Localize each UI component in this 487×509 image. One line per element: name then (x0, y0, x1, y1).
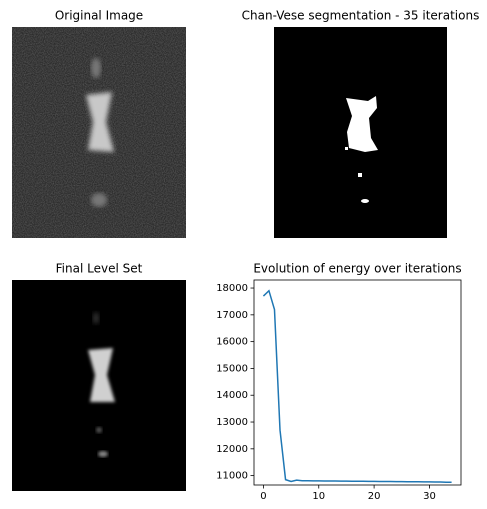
y-tick-label: 15000 (216, 363, 248, 374)
original-image (12, 27, 186, 238)
subplot-title: Evolution of energy over iterations (253, 262, 461, 276)
x-tick-label: 20 (368, 491, 381, 502)
subplot-title: Original Image (55, 9, 143, 23)
y-tick-label: 16000 (216, 337, 248, 348)
energy-line (262, 289, 452, 483)
y-tick-label: 14000 (216, 390, 248, 401)
y-tick-label: 11000 (216, 471, 248, 482)
y-tick-label: 17000 (216, 310, 248, 321)
y-tick-label: 13000 (216, 417, 248, 428)
subplot-title: Chan-Vese segmentation - 35 iterations (242, 9, 480, 23)
x-tick-label: 0 (260, 491, 266, 502)
segmentation-image (274, 27, 447, 238)
subplot-title: Final Level Set (56, 262, 143, 276)
level-set-image (12, 280, 186, 491)
y-tick-label: 18000 (216, 283, 248, 294)
x-tick-label: 30 (423, 491, 436, 502)
axes-frame (253, 279, 462, 486)
y-tick-label: 12000 (216, 444, 248, 455)
x-tick-label: 10 (312, 491, 325, 502)
